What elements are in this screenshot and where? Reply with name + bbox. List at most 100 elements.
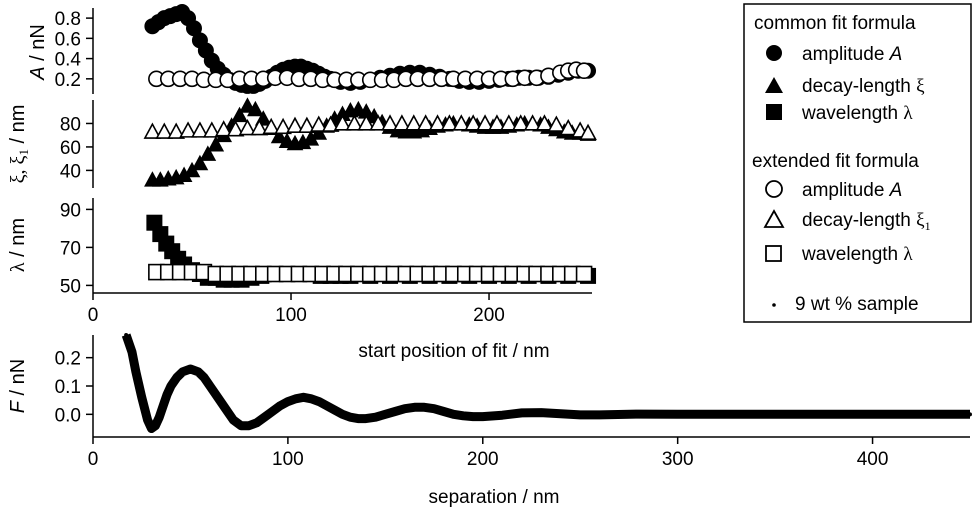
decay-point: [499, 114, 518, 131]
decay-point: [274, 117, 292, 135]
legend-amplitude-common: amplitude A: [802, 44, 902, 65]
force-point: [356, 416, 361, 421]
decay-point: [179, 121, 197, 138]
force-point: [471, 414, 476, 419]
decay-point: [579, 123, 597, 141]
decay-point: [309, 115, 328, 132]
force-point: [207, 384, 212, 388]
decay-ytick-label: 40: [60, 161, 81, 182]
decay-point: [428, 114, 447, 131]
decay-point: [231, 106, 248, 123]
force-ytick-label: 0.1: [55, 377, 81, 398]
legend-header-common: common fit formula: [754, 13, 916, 34]
decay-point: [286, 116, 304, 133]
decay-point: [440, 114, 459, 131]
force-point: [301, 395, 306, 400]
force-point: [317, 399, 322, 404]
force-point: [215, 395, 220, 400]
force-ytick-label: 0.0: [55, 405, 81, 426]
force-point: [675, 412, 680, 417]
force-point: [153, 423, 158, 428]
force-point: [909, 412, 914, 417]
decay-point: [547, 115, 566, 132]
amplitude-point: [575, 62, 593, 80]
force-point: [500, 413, 505, 418]
wavelength-ytick-label: 50: [60, 276, 81, 297]
force-point: [202, 375, 207, 380]
decay-point: [199, 145, 217, 161]
decay-point: [452, 114, 471, 131]
force-point: [441, 409, 446, 414]
force-point: [373, 415, 378, 420]
decay-point: [298, 116, 316, 133]
wavelength-xtick-label: 100: [275, 305, 307, 326]
force-point: [948, 412, 953, 417]
decay-point: [321, 115, 340, 132]
force-y-label: F / nN: [7, 359, 29, 413]
decay-point: [404, 114, 423, 131]
legend-sample: 9 wt % sample: [795, 294, 919, 315]
decay-point: [369, 114, 387, 131]
decay-point: [226, 120, 245, 137]
force-point: [161, 403, 166, 408]
force-point: [558, 411, 563, 416]
decay-point: [207, 136, 225, 152]
force-point: [461, 413, 466, 418]
force-point: [348, 415, 353, 420]
force-xtick-label: 400: [857, 449, 889, 470]
decay-point: [535, 114, 554, 131]
force-point: [180, 369, 185, 374]
wavelength-series-1: [148, 263, 593, 283]
force-point: [188, 367, 193, 371]
force-point: [254, 420, 259, 425]
legend-open-square-icon: [765, 245, 782, 262]
force-point: [597, 412, 602, 417]
force-series-0: [121, 333, 972, 433]
legend: common fit formula amplitude A decay-len…: [743, 3, 972, 323]
force-point: [432, 406, 437, 411]
decay-point: [155, 122, 174, 139]
force-point: [309, 396, 314, 401]
legend-decay-extended: decay-length ξ1: [802, 210, 931, 233]
legend-filled-triangle-icon: [765, 77, 783, 93]
force-xtick-label: 100: [272, 449, 304, 470]
force-point: [133, 369, 138, 374]
force-point: [383, 412, 388, 417]
top-x-label: start position of fit / nm: [358, 341, 549, 362]
force-point: [412, 405, 417, 410]
force-point: [129, 350, 134, 354]
force-point: [324, 403, 329, 408]
decay-series-1: [143, 114, 597, 141]
force-point: [139, 395, 144, 400]
force-point: [480, 414, 485, 419]
amplitude-ytick-label: 0.6: [55, 29, 81, 50]
decay-point: [214, 120, 233, 137]
force-point: [519, 410, 524, 415]
decay-point: [464, 114, 483, 131]
legend-frame: [743, 3, 972, 323]
legend-wavelength-common: wavelength λ: [801, 103, 913, 124]
force-point: [539, 410, 544, 415]
force-xtick-label: 300: [662, 449, 694, 470]
decay-point: [191, 121, 209, 138]
decay-point: [191, 154, 209, 171]
force-point: [149, 426, 154, 431]
decay-point: [202, 121, 221, 138]
force-point: [174, 375, 179, 380]
force-point: [157, 415, 162, 420]
force-point: [792, 412, 797, 417]
amplitude-ytick-label: 0.8: [55, 9, 81, 30]
wavelength-ytick-label: 70: [60, 238, 81, 259]
decay-point: [523, 114, 542, 131]
amplitude-ytick-label: 0.2: [55, 70, 81, 91]
force-point: [870, 412, 875, 417]
wavelength-xtick-label: 200: [473, 305, 505, 326]
force-ytick-label: 0.2: [55, 349, 81, 370]
decay-point: [238, 118, 257, 136]
force-point: [246, 423, 251, 428]
decay-point: [393, 114, 411, 131]
decay-point: [381, 114, 399, 131]
legend-open-circle-icon: [765, 180, 783, 198]
